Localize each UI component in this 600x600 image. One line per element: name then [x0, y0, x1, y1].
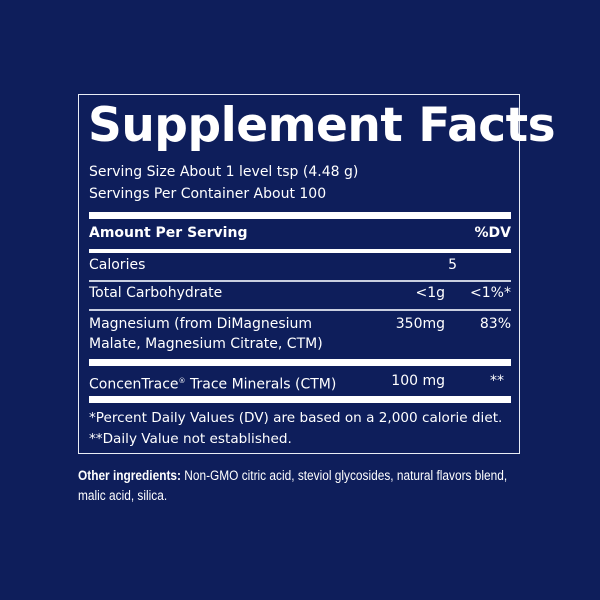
header-dv: %DV	[474, 225, 511, 241]
ctm-name-rest: Trace Minerals (CTM)	[185, 376, 337, 393]
row-calories-amount: 5	[448, 257, 457, 273]
other-ingredients-text: Non-GMO citric acid, steviol glycosides,…	[78, 468, 508, 503]
ctm-name: ConcenTrace	[89, 376, 179, 393]
divider	[89, 249, 511, 253]
row-magnesium-dv: 83%	[479, 316, 511, 332]
row-magnesium-amount: 350mg	[395, 316, 445, 332]
footnote-dv: *Percent Daily Values (DV) are based on …	[89, 410, 503, 426]
row-carb-dv: <1%*	[470, 285, 511, 301]
divider-thin	[89, 309, 511, 311]
divider-thick	[89, 212, 511, 219]
footnote-not-established: **Daily Value not established.	[89, 431, 292, 447]
row-ctm-amount: 100 mg	[391, 373, 445, 389]
other-ingredients-label: Other ingredients:	[78, 468, 181, 483]
divider-thin	[89, 280, 511, 282]
divider-thick	[89, 359, 511, 366]
row-carb-amount: <1g	[415, 285, 445, 301]
header-amount: Amount Per Serving	[89, 225, 248, 241]
row-magnesium-name-2: Malate, Magnesium Citrate, CTM)	[89, 336, 323, 352]
supplement-facts-panel	[78, 94, 520, 454]
row-carb-name: Total Carbohydrate	[89, 285, 223, 301]
panel-title: Supplement Facts	[88, 98, 556, 153]
divider-thick	[89, 396, 511, 403]
serving-size: Serving Size About 1 level tsp (4.48 g)	[89, 164, 359, 180]
servings-per-container: Servings Per Container About 100	[89, 186, 327, 202]
row-ctm-name: ConcenTrace® Trace Minerals (CTM)	[89, 371, 336, 395]
row-magnesium-name-1: Magnesium (from DiMagnesium	[89, 316, 313, 332]
row-ctm-dv: **	[490, 373, 504, 389]
other-ingredients: Other ingredients: Non-GMO citric acid, …	[78, 466, 527, 506]
row-calories-name: Calories	[89, 257, 146, 273]
trademark-symbol: ®	[178, 377, 186, 385]
